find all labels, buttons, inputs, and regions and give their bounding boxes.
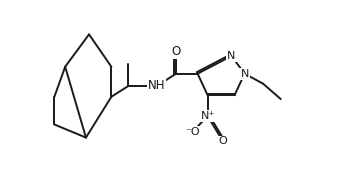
Text: O: O bbox=[171, 45, 181, 58]
Text: NH: NH bbox=[148, 79, 166, 93]
Text: N: N bbox=[227, 51, 236, 61]
Text: ⁻O: ⁻O bbox=[185, 127, 199, 137]
Text: N: N bbox=[240, 69, 249, 79]
Text: O: O bbox=[219, 136, 227, 146]
Text: N⁺: N⁺ bbox=[200, 111, 215, 121]
